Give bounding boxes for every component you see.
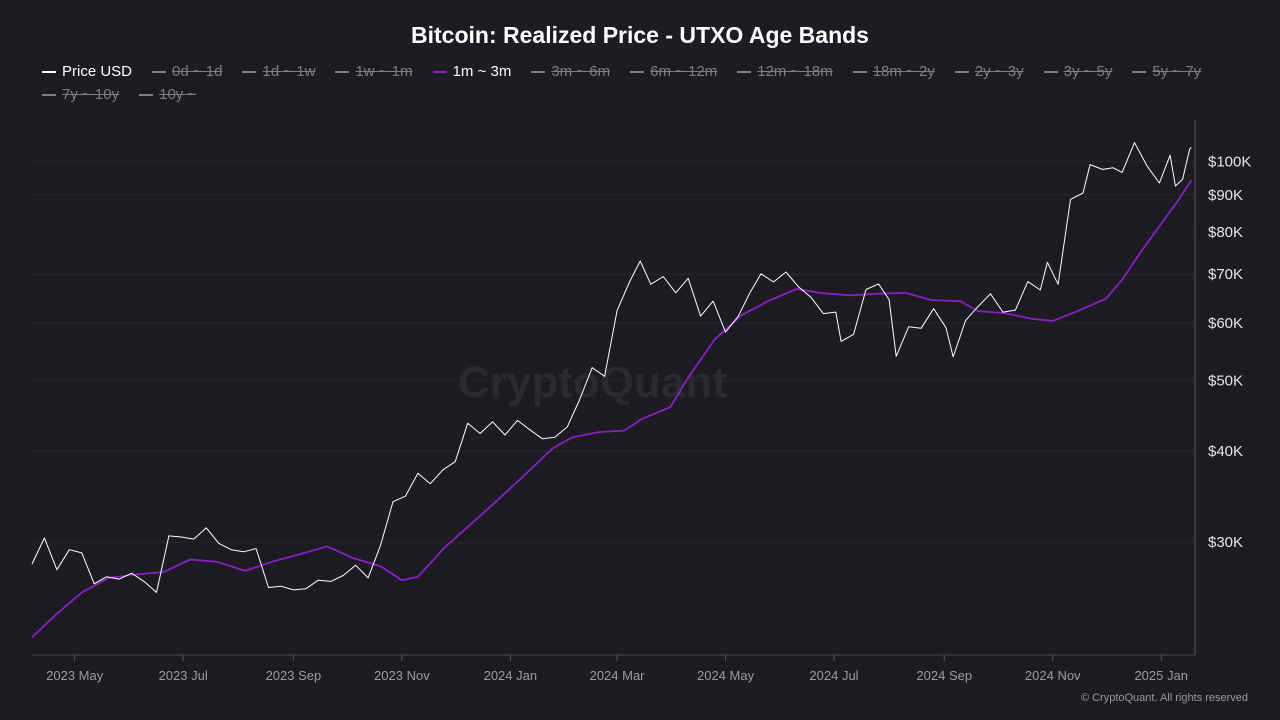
x-tick-label: 2025 Jan (1134, 668, 1188, 683)
legend-label: 1d ~ 1w (262, 63, 316, 80)
legend-label: 1m ~ 3m (452, 63, 512, 80)
legend-swatch (432, 70, 447, 73)
legend-label: 0d ~ 1d (172, 63, 223, 80)
legend-label: Price USD (62, 63, 133, 80)
series-line-realized-1m-3m (31, 179, 1193, 639)
x-tick-label: 2024 Mar (590, 668, 646, 683)
legend-swatch (852, 70, 867, 73)
legend-item[interactable]: 1d ~ 1w (242, 63, 315, 80)
legend-item[interactable]: Price USD (42, 63, 132, 80)
y-tick-label: $100K (1208, 153, 1251, 170)
legend: Price USD 0d ~ 1d 1d ~ 1w 1w ~ 1m 1m ~ 3m 3m … (42, 63, 1262, 103)
legend-swatch (531, 70, 546, 73)
legend-label: 3y ~ 5y (1063, 63, 1113, 80)
legend-label: 6m ~ 12m (650, 63, 718, 80)
y-tick-label: $40K (1208, 443, 1243, 460)
x-tick-label: 2024 Nov (1025, 668, 1081, 683)
x-tick-label: 2024 Sep (916, 668, 972, 683)
legend-label: 2y ~ 3y (974, 63, 1024, 80)
x-tick-label: 2023 May (46, 668, 104, 683)
x-tick-label: 2023 Sep (266, 668, 322, 683)
legend-item[interactable]: 1m ~ 3m (432, 63, 512, 80)
chart-title: Bitcoin: Realized Price - UTXO Age Bands (411, 22, 869, 48)
y-tick-label: $80K (1208, 224, 1243, 241)
legend-swatch (335, 70, 350, 73)
legend-label: 10y ~ (159, 86, 197, 103)
legend-swatch (1043, 70, 1058, 73)
legend-swatch (954, 70, 969, 73)
legend-swatch (630, 70, 645, 73)
legend-item[interactable]: 10y ~ (139, 86, 196, 103)
legend-swatch (42, 93, 56, 96)
legend-label: 1w ~ 1m (355, 63, 413, 80)
x-tick-label: 2024 Jan (484, 668, 538, 683)
copyright: © CryptoQuant. All rights reserved (1080, 692, 1248, 704)
legend-swatch (242, 70, 257, 73)
legend-item[interactable]: 12m ~ 18m (737, 63, 833, 80)
legend-swatch (737, 70, 752, 73)
x-tick-label: 2023 Nov (374, 668, 430, 683)
legend-item[interactable]: 5y ~ 7y (1132, 63, 1201, 80)
legend-item[interactable]: 7y ~ 10y (42, 86, 119, 103)
legend-label: 7y ~ 10y (62, 86, 120, 103)
legend-label: 18m ~ 2y (872, 63, 935, 80)
legend-swatch (139, 93, 154, 96)
y-tick-label: $30K (1208, 534, 1243, 551)
legend-swatch (152, 70, 167, 73)
y-tick-label: $60K (1208, 315, 1243, 332)
x-tick-label: 2024 Jul (809, 668, 858, 683)
series-line-price-usd (31, 142, 1192, 593)
legend-label: 3m ~ 6m (551, 63, 611, 80)
legend-item[interactable]: 18m ~ 2y (852, 63, 935, 80)
legend-swatch (1132, 70, 1147, 73)
x-tick-label: 2024 May (697, 668, 755, 683)
legend-item[interactable]: 2y ~ 3y (954, 63, 1024, 80)
legend-item[interactable]: 0d ~ 1d (152, 63, 222, 80)
x-tick-label: 2023 Jul (159, 668, 208, 683)
legend-label: 12m ~ 18m (757, 63, 833, 80)
legend-swatch (42, 70, 56, 73)
legend-item[interactable]: 1w ~ 1m (335, 63, 413, 80)
legend-label: 5y ~ 7y (1152, 63, 1202, 80)
watermark: CryptoQuant (458, 358, 727, 407)
y-tick-label: $70K (1208, 266, 1243, 283)
legend-item[interactable]: 3y ~ 5y (1043, 63, 1113, 80)
y-tick-label: $90K (1208, 187, 1243, 204)
y-tick-label: $50K (1208, 373, 1243, 390)
legend-item[interactable]: 3m ~ 6m (531, 63, 610, 80)
legend-item[interactable]: 6m ~ 12m (630, 63, 717, 80)
